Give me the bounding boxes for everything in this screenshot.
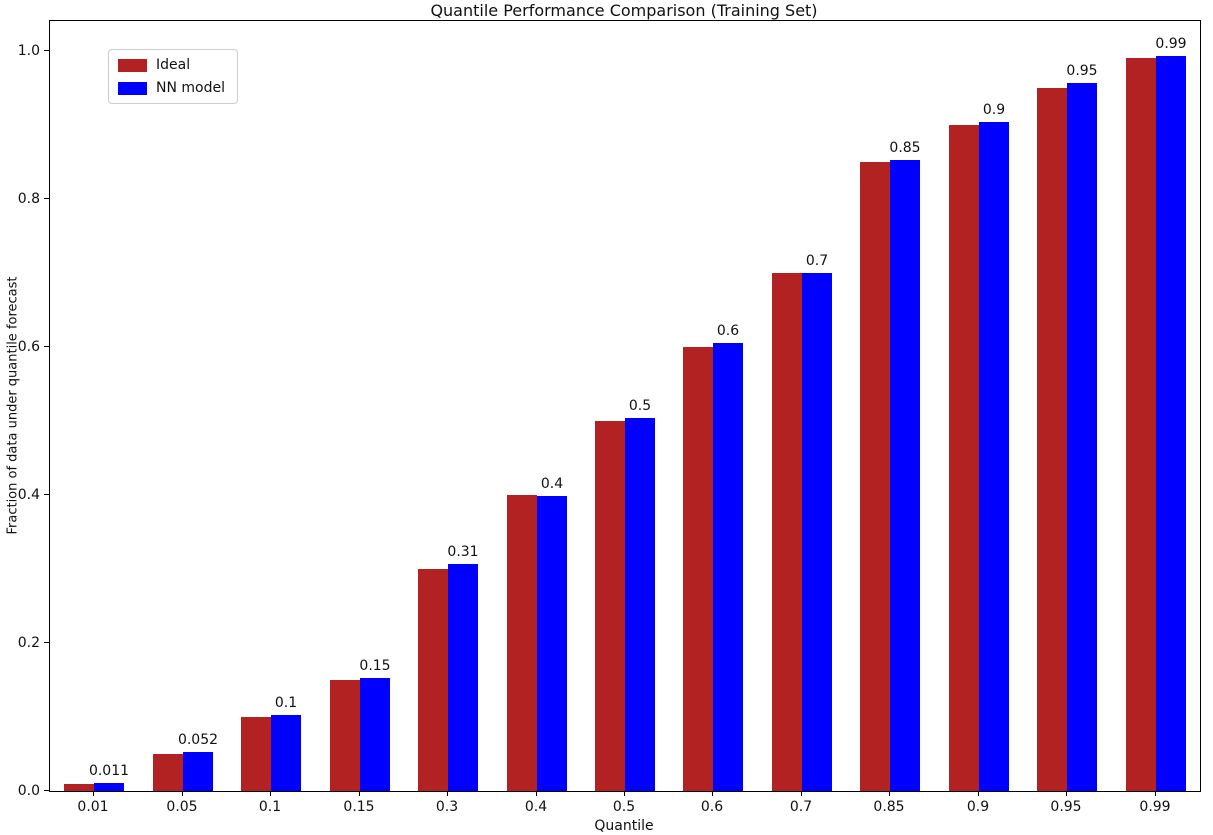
bar-nn-model (890, 160, 920, 791)
bar-value-label: 0.4 (540, 476, 564, 492)
bar-ideal (241, 717, 271, 791)
x-tick-mark (182, 791, 183, 796)
x-tick-mark (447, 791, 448, 796)
bar-value-label: 0.052 (177, 732, 219, 748)
y-tick-label: 0.6 (17, 338, 40, 355)
plot-area: 0.011 0.052 0.1 0.15 0.31 0.4 0.5 0.6 0.7 0.85 0.9… (49, 20, 1201, 792)
bar-nn-model (1156, 56, 1186, 791)
bar-value-label: 0.6 (716, 323, 740, 339)
bar-nn-model (183, 752, 213, 791)
bar-ideal (153, 754, 183, 791)
bar-ideal (595, 421, 625, 791)
x-tick-mark (93, 791, 94, 796)
bar-nn-model (537, 496, 567, 791)
bar-nn-model (979, 122, 1009, 791)
x-tick-label: 0.85 (873, 799, 905, 815)
bar-value-label: 0.1 (274, 695, 298, 711)
bar-ideal (772, 273, 802, 791)
x-tick-mark (270, 791, 271, 796)
y-tick-mark (44, 494, 49, 495)
bar-value-label: 0.9 (982, 102, 1006, 118)
x-tick-label: 0.05 (166, 799, 198, 815)
x-tick-label: 0.6 (700, 799, 724, 815)
x-tick-mark (359, 791, 360, 796)
x-tick-mark (978, 791, 979, 796)
x-tick-label: 0.7 (789, 799, 813, 815)
x-tick-mark (624, 791, 625, 796)
y-tick-label: 0.4 (17, 486, 40, 503)
bar-ideal (683, 347, 713, 791)
y-tick-label: 0.2 (17, 634, 40, 651)
y-tick-mark (44, 346, 49, 347)
bar-nn-model (1067, 83, 1097, 791)
bar-ideal (507, 495, 537, 791)
bar-value-label: 0.85 (889, 140, 921, 156)
bar-ideal (860, 162, 890, 791)
x-tick-mark (889, 791, 890, 796)
x-tick-label: 0.3 (435, 799, 459, 815)
y-tick-mark (44, 50, 49, 51)
y-tick-label: 1.0 (17, 42, 40, 59)
y-axis-label: Fraction of data under quantile forecast (5, 276, 21, 535)
x-axis-label: Quantile (594, 818, 654, 834)
y-tick-mark (44, 198, 49, 199)
bar-ideal (1037, 88, 1067, 791)
bar-nn-model (94, 783, 124, 791)
bar-nn-model (360, 678, 390, 791)
bar-value-label: 0.31 (447, 544, 479, 560)
y-tick-label: 0.0 (17, 782, 40, 799)
x-tick-label: 0.15 (343, 799, 375, 815)
x-tick-label: 0.5 (612, 799, 636, 815)
legend: Ideal NN model (108, 49, 238, 104)
legend-item-nn-model: NN model (118, 80, 225, 96)
x-tick-label: 0.99 (1139, 799, 1171, 815)
bar-nn-model (448, 564, 478, 791)
chart-title: Quantile Performance Comparison (Trainin… (430, 1, 818, 20)
x-tick-mark (1155, 791, 1156, 796)
y-tick-mark (44, 642, 49, 643)
bar-value-label: 0.5 (628, 398, 652, 414)
x-tick-mark (1066, 791, 1067, 796)
bar-nn-model (625, 418, 655, 791)
bar-ideal (949, 125, 979, 791)
x-tick-mark (712, 791, 713, 796)
bar-nn-model (802, 273, 832, 791)
x-tick-label: 0.01 (77, 799, 109, 815)
x-tick-label: 0.9 (966, 799, 990, 815)
y-tick-mark (44, 790, 49, 791)
bar-value-label: 0.7 (805, 253, 829, 269)
bar-value-label: 0.99 (1155, 36, 1187, 52)
y-tick-label: 0.8 (17, 190, 40, 207)
legend-swatch-nn-model (118, 81, 147, 95)
legend-label-ideal: Ideal (156, 57, 191, 73)
bar-nn-model (271, 715, 301, 791)
x-tick-label: 0.1 (258, 799, 282, 815)
x-tick-mark (536, 791, 537, 796)
bar-ideal (418, 569, 448, 791)
legend-swatch-ideal (118, 58, 147, 72)
x-tick-mark (801, 791, 802, 796)
bar-ideal (64, 784, 94, 791)
bar-ideal (330, 680, 360, 791)
bar-value-label: 0.011 (88, 763, 130, 779)
x-tick-label: 0.4 (524, 799, 548, 815)
bar-ideal (1126, 58, 1156, 791)
bar-value-label: 0.95 (1066, 63, 1098, 79)
legend-item-ideal: Ideal (118, 57, 225, 73)
bar-value-label: 0.15 (359, 658, 391, 674)
x-tick-label: 0.95 (1050, 799, 1082, 815)
legend-label-nn-model: NN model (156, 80, 225, 96)
bar-nn-model (713, 343, 743, 791)
